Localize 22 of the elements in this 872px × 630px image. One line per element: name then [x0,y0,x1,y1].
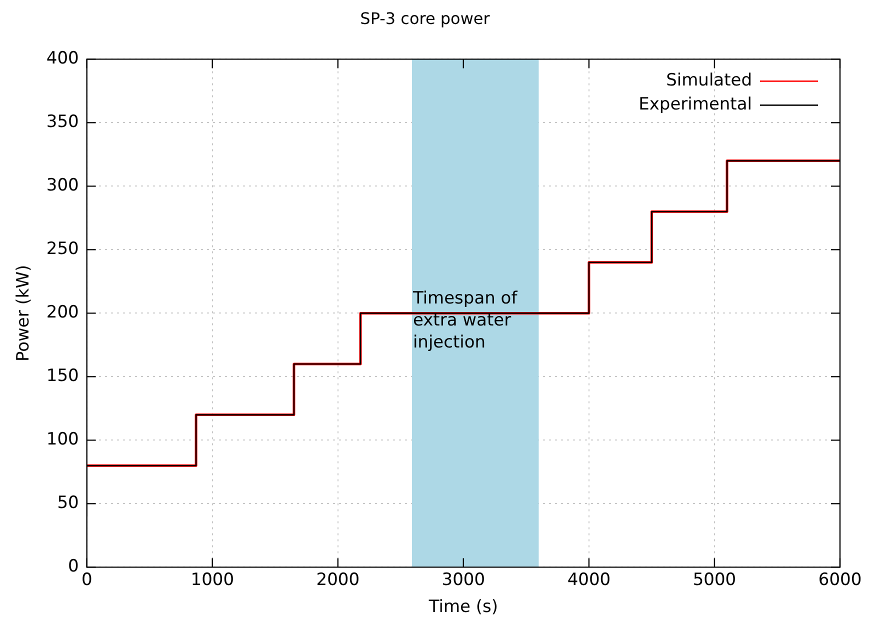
y-tick-label: 400 [46,48,79,69]
x-tick-label: 4000 [567,570,611,590]
x-tick-label: 1000 [190,570,234,590]
y-tick-label: 350 [46,112,79,132]
chart-title: SP-3 core power [360,8,490,28]
x-tick-label: 5000 [692,570,736,590]
x-tick-label: 3000 [442,570,486,590]
legend-label: Simulated [666,70,752,91]
y-tick-label: 100 [46,430,79,450]
y-tick-label: 150 [46,366,79,386]
x-tick-label: 0 [81,570,92,590]
legend-label: Experimental [638,94,752,115]
x-axis-title: Time (s) [428,597,498,618]
y-tick-label: 200 [46,302,79,323]
x-tick-label: 6000 [818,570,862,590]
y-axis-title: Power (kW) [14,264,34,362]
y-tick-label: 50 [57,493,79,514]
y-tick-label: 0 [68,556,79,577]
band-label: Timespan of extra water injection [412,288,518,352]
y-tick-label: 300 [46,176,79,196]
x-tick-label: 2000 [316,570,360,590]
y-tick-label: 250 [46,239,79,260]
